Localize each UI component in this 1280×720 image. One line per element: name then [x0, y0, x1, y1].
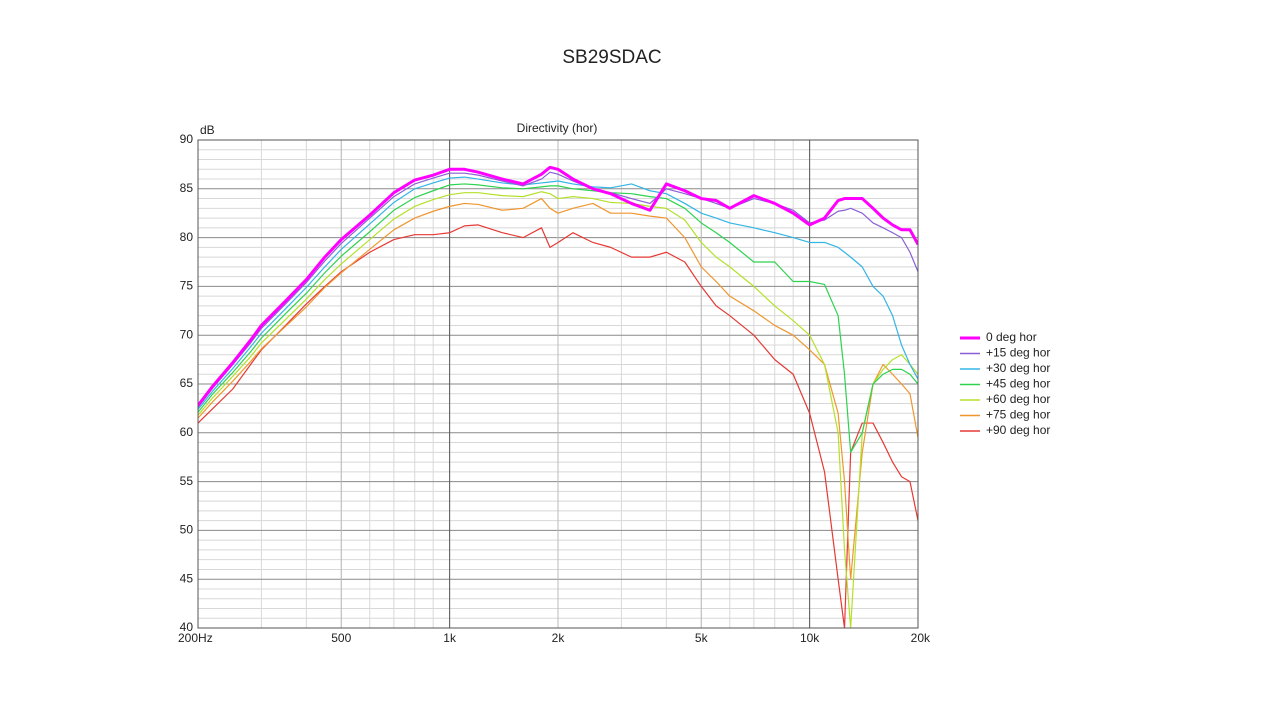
legend: 0 deg hor +15 deg hor+30 deg hor +45 deg h…: [960, 330, 1050, 437]
y-tick-label: 65: [180, 376, 194, 390]
legend-label: +15 deg hor: [986, 346, 1050, 360]
legend-label: +30 deg hor: [986, 361, 1050, 375]
chart-title: Directivity (hor): [517, 121, 598, 135]
series-line: [198, 224, 918, 628]
legend-label: 0 deg hor: [986, 330, 1037, 344]
x-tick-label: 200Hz: [178, 631, 213, 645]
y-tick-label: 55: [180, 474, 194, 488]
y-tick-label: 90: [180, 132, 194, 146]
series-line: [198, 197, 918, 580]
y-tick-label: 75: [180, 279, 194, 293]
x-tick-label: 5k: [695, 631, 709, 645]
x-tick-label: 500: [331, 631, 351, 645]
series-line: [198, 176, 918, 410]
y-tick-label: 80: [180, 230, 194, 244]
series-line: [198, 191, 918, 628]
plot-frame: [197, 139, 919, 629]
x-tick-label: 20k: [911, 631, 931, 645]
x-tick-label: 1k: [443, 631, 457, 645]
page-title: SB29SDAC: [562, 47, 661, 68]
legend-label: +60 deg hor: [986, 392, 1050, 406]
y-tick-label: 45: [180, 571, 194, 585]
y-axis-label: dB: [200, 123, 215, 137]
y-tick-label: 85: [180, 181, 194, 195]
y-tick-label: 60: [180, 425, 194, 439]
legend-label: +45 deg hor: [986, 377, 1050, 391]
y-tick-label: 50: [180, 523, 194, 537]
legend-label: +75 deg hor: [986, 408, 1050, 422]
x-tick-label: 10k: [800, 631, 820, 645]
y-tick-label: 70: [180, 327, 194, 341]
x-tick-label: 2k: [552, 631, 566, 645]
legend-label: +90 deg hor: [986, 423, 1050, 437]
y-tick-label: 40: [180, 620, 194, 634]
series-line: [198, 165, 918, 407]
plot-lines: [198, 165, 918, 628]
